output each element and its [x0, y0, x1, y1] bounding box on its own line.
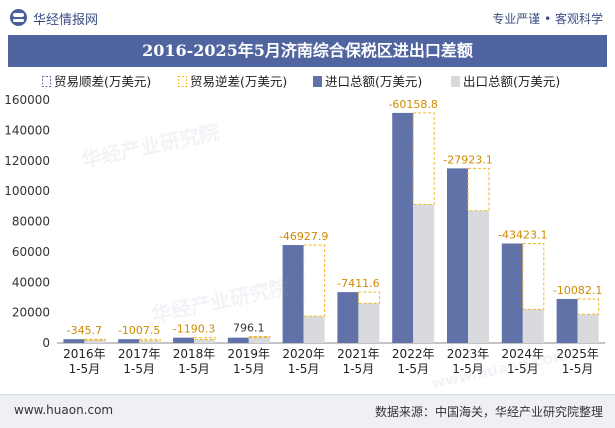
- x-tick-label-8-0: 2024年: [502, 347, 545, 361]
- x-tick-label-2-0: 2018年: [173, 347, 216, 361]
- x-tick-label-4-0: 2020年: [282, 347, 325, 361]
- y-tick-label-0: 0: [42, 336, 50, 350]
- export-bar-9: [577, 314, 599, 343]
- x-tick-label-7-1: 1-5月: [452, 362, 484, 376]
- y-tick-label-5: 100000: [4, 184, 50, 198]
- import-bar-0: [63, 339, 85, 343]
- export-bar-1: [139, 340, 161, 343]
- huajing-logo-icon: [10, 9, 27, 26]
- import-bar-6: [392, 112, 414, 343]
- footer-url[interactable]: www.huaon.com: [14, 403, 114, 417]
- y-tick-label-6: 120000: [4, 154, 50, 168]
- import-bar-9: [556, 298, 578, 343]
- x-tick-label-1-0: 2017年: [118, 347, 161, 361]
- x-tick-label-8-1: 1-5月: [507, 362, 539, 376]
- balance-label-1: -1007.5: [118, 324, 160, 337]
- export-bar-8: [522, 309, 544, 343]
- y-tick-label-4: 80000: [12, 215, 50, 229]
- deficit-box-6: [412, 112, 435, 205]
- top-bar: 华经情报网 专业严谨 • 客观科学: [0, 0, 615, 34]
- export-bar-2: [194, 339, 215, 343]
- import-bar-8: [501, 243, 523, 343]
- deficit-box-9: [577, 298, 600, 315]
- x-tick-label-9-0: 2025年: [556, 347, 599, 361]
- import-bar-5: [337, 292, 359, 343]
- x-tick-label-5-1: 1-5月: [343, 362, 375, 376]
- balance-label-3: 796.1: [233, 321, 265, 334]
- balance-label-7: -27923.1: [443, 153, 492, 166]
- export-bar-5: [358, 303, 380, 343]
- x-tick-label-0-1: 1-5月: [69, 362, 101, 376]
- site-name: 华经情报网: [33, 13, 99, 28]
- chart-title: 2016-2025年5月济南综合保税区进出口差额: [142, 41, 473, 60]
- balance-label-9: -10082.1: [553, 284, 602, 297]
- balance-label-4: -46927.9: [279, 230, 328, 243]
- x-tick-label-1-1: 1-5月: [123, 362, 155, 376]
- deficit-box-8: [522, 243, 545, 310]
- export-bar-4: [303, 316, 325, 343]
- export-bar-3: [248, 336, 270, 343]
- export-bar-0: [84, 339, 106, 343]
- deficit-box-2: [193, 337, 216, 341]
- x-tick-label-7-0: 2023年: [447, 347, 490, 361]
- y-tick-label-7: 140000: [4, 123, 50, 137]
- balance-label-8: -43423.1: [498, 229, 547, 242]
- x-tick-label-0-0: 2016年: [63, 347, 106, 361]
- balance-label-5: -7411.6: [337, 277, 379, 290]
- deficit-box-1: [138, 338, 161, 342]
- x-tick-label-6-1: 1-5月: [397, 362, 429, 376]
- balance-label-0: -345.7: [67, 324, 102, 337]
- import-bar-2: [173, 337, 194, 343]
- import-bar-1: [118, 339, 140, 343]
- x-tick-label-2-1: 1-5月: [178, 362, 210, 376]
- deficit-box-7: [467, 167, 490, 212]
- footer-source: 数据来源：中国海关，华经产业研究院整理: [374, 405, 603, 419]
- chart-canvas: 0 20000 40000 60000 80000 100000 120000 140000 1…: [4, 74, 605, 376]
- legend-label-1: 贸易逆差(万美元): [190, 74, 287, 89]
- legend-swatch-0: [42, 76, 51, 87]
- surplus-box-3: [248, 335, 271, 339]
- y-tick-label-8: 160000: [4, 93, 50, 107]
- legend-label-2: 进口总额(万美元): [325, 74, 422, 89]
- balance-label-2: -1190.3: [173, 323, 215, 336]
- x-tick-label-5-0: 2021年: [337, 347, 380, 361]
- x-tick-label-3-1: 1-5月: [233, 362, 265, 376]
- legend: 贸易顺差(万美元) 贸易逆差(万美元) 进口总额(万美元) 出口总额(万美元): [42, 74, 560, 89]
- legend-label-3: 出口总额(万美元): [463, 74, 560, 89]
- y-tick-label-2: 40000: [12, 275, 50, 289]
- import-bar-4: [282, 245, 304, 343]
- export-bar-7: [468, 210, 489, 343]
- footer: www.huaon.com 数据来源：中国海关，华经产业研究院整理: [0, 394, 615, 428]
- import-bar-7: [447, 168, 468, 343]
- import-bar-3: [227, 337, 249, 343]
- title-band: 2016-2025年5月济南综合保税区进出口差额: [8, 35, 607, 67]
- x-tick-label-6-0: 2022年: [392, 347, 435, 361]
- deficit-box-5: [357, 291, 380, 304]
- legend-label-0: 贸易顺差(万美元): [54, 74, 151, 89]
- deficit-box-4: [303, 244, 326, 317]
- balance-label-6: -60158.8: [388, 98, 437, 111]
- y-tick-label-3: 60000: [12, 245, 50, 259]
- deficit-box-0: [83, 338, 106, 341]
- tagline: 专业严谨 • 客观科学: [492, 12, 603, 26]
- x-tick-label-9-1: 1-5月: [562, 362, 594, 376]
- x-tick-label-3-0: 2019年: [228, 347, 271, 361]
- y-tick-label-1: 20000: [12, 306, 50, 320]
- export-bar-6: [413, 204, 435, 343]
- legend-swatch-1: [178, 76, 187, 87]
- legend-swatch-3: [451, 76, 460, 87]
- legend-swatch-2: [313, 76, 322, 87]
- x-tick-label-4-1: 1-5月: [288, 362, 320, 376]
